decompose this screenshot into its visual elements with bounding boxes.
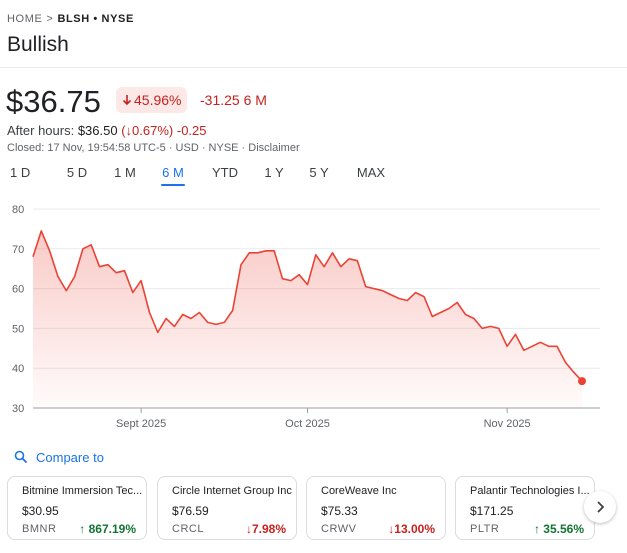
card-change: ↑ 867.19% xyxy=(79,522,136,536)
y-tick-label: 70 xyxy=(12,244,24,256)
last-price-marker xyxy=(578,377,586,386)
price-chart[interactable]: 30 40 50 60 70 80 Sept 2025 Oct 2025 Nov 2025 xyxy=(0,197,627,437)
tab-1m[interactable]: 1 M xyxy=(114,165,136,180)
y-tick-label: 40 xyxy=(12,363,24,375)
x-tick-label: Sept 2025 xyxy=(116,418,166,430)
card-symbol: BMNR xyxy=(22,523,57,535)
current-price: $36.75 xyxy=(6,84,101,119)
card-symbol: PLTR xyxy=(470,523,500,535)
percent-change-value: 45.96% xyxy=(134,92,182,108)
tab-6m[interactable]: 6 M xyxy=(161,165,185,186)
compare-to-label: Compare to xyxy=(36,450,104,465)
arrow-down-icon: ↓ xyxy=(388,522,395,536)
arrow-up-icon: ↑ xyxy=(533,522,540,536)
card-change: ↓7.98% xyxy=(246,522,286,536)
compare-card-pltr[interactable]: Palantir Technologies I... $171.25 PLTR … xyxy=(455,476,595,540)
after-hours-change: -0.25 xyxy=(176,123,207,138)
card-price: $75.33 xyxy=(321,504,358,518)
chevron-right-icon: > xyxy=(46,13,54,25)
compare-to-button[interactable]: Compare to xyxy=(14,450,104,465)
price-line xyxy=(32,230,583,382)
absolute-change: -31.25 6 M xyxy=(200,92,267,108)
card-change-value: 35.56% xyxy=(543,522,584,536)
card-symbol: CRWV xyxy=(321,523,357,535)
tab-max[interactable]: MAX xyxy=(356,165,386,180)
breadcrumb-ticker: BLSH • NYSE xyxy=(57,13,134,25)
card-symbol: CRCL xyxy=(172,523,204,535)
compare-cards: Bitmine Immersion Tec... $30.95 BMNR ↑ 8… xyxy=(7,476,627,542)
page-title: Bullish xyxy=(7,33,69,56)
breadcrumb-home-link[interactable]: HOME xyxy=(7,13,43,25)
card-change-value: 7.98% xyxy=(251,522,286,536)
compare-card-crcl[interactable]: Circle Internet Group Inc $76.59 CRCL ↓7… xyxy=(157,476,297,540)
y-tick-label: 80 xyxy=(12,204,24,216)
card-change-value: 867.19% xyxy=(88,522,136,536)
tab-ytd[interactable]: YTD xyxy=(212,165,238,180)
card-change: ↑ 35.56% xyxy=(534,522,584,536)
card-company-name: Circle Internet Group Inc xyxy=(172,485,292,497)
after-hours-line: After hours: $36.50 (↓0.67%) -0.25 xyxy=(7,123,207,138)
percent-change-chip: 45.96% xyxy=(116,87,188,113)
arrow-down-icon xyxy=(122,95,132,106)
tab-5d[interactable]: 5 D xyxy=(66,165,88,180)
compare-card-crwv[interactable]: CoreWeave Inc $75.33 CRWV ↓13.00% xyxy=(306,476,446,540)
search-icon xyxy=(14,450,28,464)
tab-1y[interactable]: 1 Y xyxy=(264,165,284,180)
card-price: $171.25 xyxy=(470,504,514,518)
market-status-line: Closed: 17 Nov, 19:54:58 UTC-5 · USD · N… xyxy=(7,142,300,154)
x-tick-label: Oct 2025 xyxy=(285,418,330,430)
y-tick-label: 50 xyxy=(12,323,24,335)
tab-1d[interactable]: 1 D xyxy=(10,165,31,180)
arrow-down-icon: ↓ xyxy=(245,522,252,536)
price-area-fill xyxy=(33,230,582,408)
card-company-name: CoreWeave Inc xyxy=(321,485,397,497)
after-hours-price: $36.50 xyxy=(77,123,118,138)
card-price: $30.95 xyxy=(22,504,59,518)
chevron-right-icon xyxy=(597,501,605,513)
after-hours-percent: (↓0.67%) xyxy=(121,123,174,138)
card-company-name: Bitmine Immersion Tec... xyxy=(22,485,143,497)
arrow-up-icon: ↑ xyxy=(79,522,86,536)
next-cards-button[interactable] xyxy=(584,491,616,523)
x-tick-label: Nov 2025 xyxy=(484,418,531,430)
y-tick-label: 60 xyxy=(12,284,24,296)
card-change-value: 13.00% xyxy=(394,522,435,536)
tab-5y[interactable]: 5 Y xyxy=(309,165,329,180)
card-price: $76.59 xyxy=(172,504,209,518)
card-change: ↓13.00% xyxy=(388,522,435,536)
after-hours-label: After hours: xyxy=(7,123,75,138)
compare-card-bmnr[interactable]: Bitmine Immersion Tec... $30.95 BMNR ↑ 8… xyxy=(7,476,147,540)
card-company-name: Palantir Technologies I... xyxy=(470,485,590,497)
breadcrumb: HOME > BLSH • NYSE xyxy=(7,13,134,25)
y-tick-label: 30 xyxy=(12,403,24,415)
divider xyxy=(0,67,627,68)
